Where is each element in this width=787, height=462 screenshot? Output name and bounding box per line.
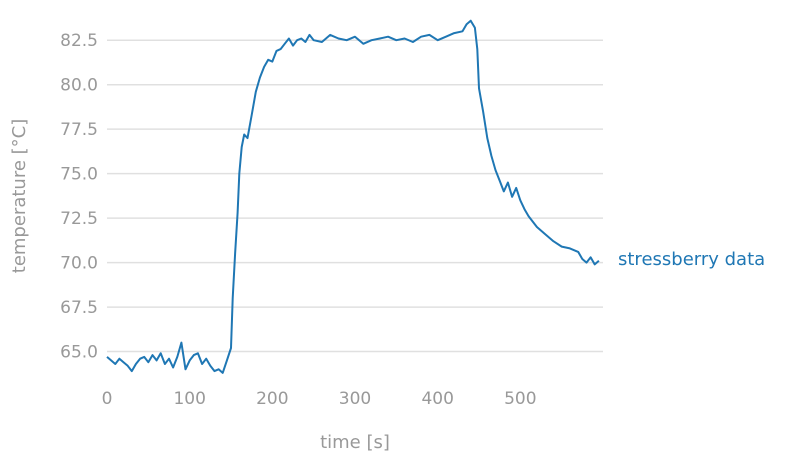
- series-label: stressberry data: [618, 249, 765, 270]
- x-tick-label: 0: [102, 389, 113, 409]
- series-layer: [106, 19, 600, 374]
- x-tick-label: 400: [421, 389, 453, 409]
- y-tick-label: 80.0: [60, 76, 98, 96]
- x-axis-label: time [s]: [320, 432, 390, 453]
- y-tick-label: 82.5: [60, 31, 98, 51]
- x-tick-label: 100: [173, 389, 205, 409]
- x-tick-label: 300: [339, 389, 371, 409]
- y-tick-labels: 65.0 67.5 70.0 72.5 75.0 77.5 80.0 82.5: [60, 31, 98, 362]
- y-tick-label: 65.0: [60, 343, 98, 363]
- y-tick-label: 70.0: [60, 254, 98, 274]
- series-line: [106, 19, 600, 374]
- x-tick-label: 200: [256, 389, 288, 409]
- y-tick-label: 75.0: [60, 165, 98, 185]
- y-tick-label: 67.5: [60, 298, 98, 318]
- y-tick-label: 77.5: [60, 120, 98, 140]
- x-tick-label: 500: [504, 389, 536, 409]
- x-tick-labels: 0 100 200 300 400 500: [102, 389, 537, 409]
- y-tick-label: 72.5: [60, 209, 98, 229]
- y-axis-label: temperature [°C]: [9, 119, 30, 273]
- gridlines: [107, 39, 603, 353]
